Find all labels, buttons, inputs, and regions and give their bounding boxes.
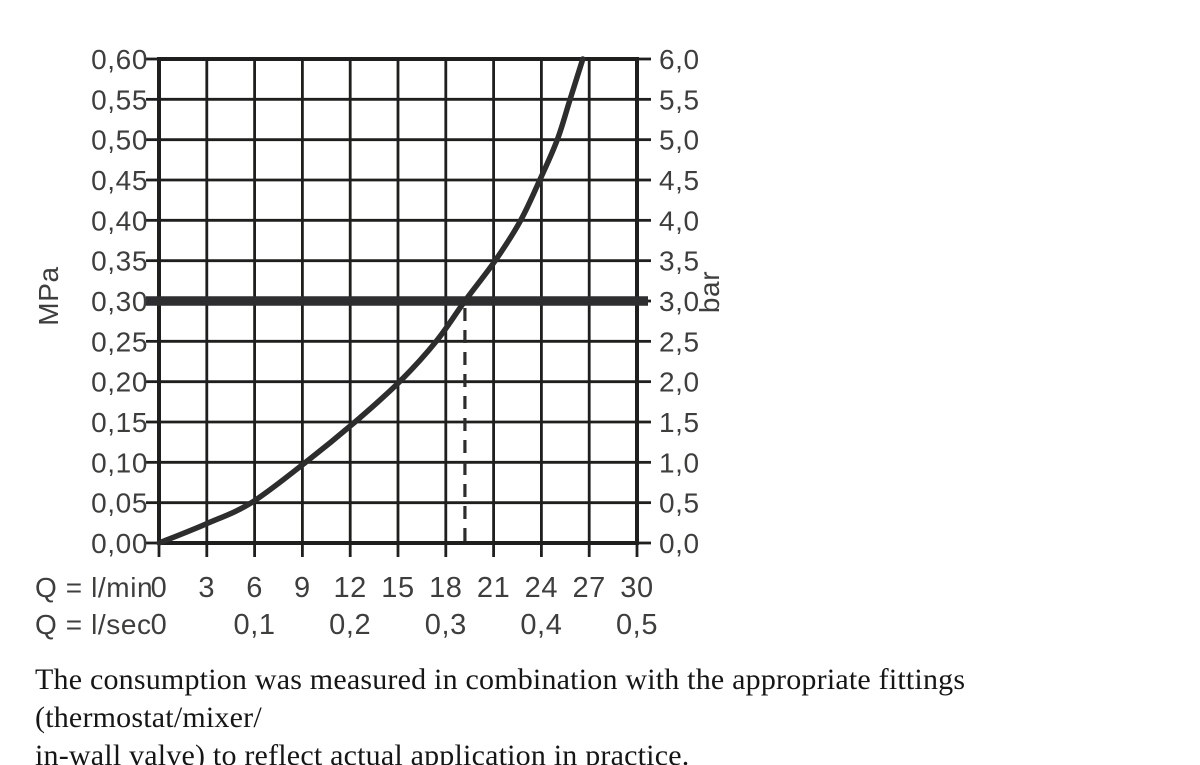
right-axis-tick-label: 0,5 <box>659 488 700 519</box>
lsec-tick-label: 0 <box>151 609 168 641</box>
right-axis-tick-label: 0,0 <box>659 528 700 559</box>
right-axis-tick-label: 3,0 <box>659 286 700 317</box>
left-axis-tick-label: 0,50 <box>91 125 148 156</box>
lmin-tick-label: 9 <box>294 572 311 604</box>
left-axis-tick-label: 0,35 <box>91 246 148 277</box>
lmin-tick-label: 30 <box>620 572 653 604</box>
lmin-tick-label: 6 <box>246 572 263 604</box>
left-axis-tick-label: 0,55 <box>91 84 148 115</box>
flow-pressure-chart: 0,000,050,100,150,200,250,300,350,400,45… <box>33 44 725 641</box>
x-axis-row1-label: Q = l/min <box>35 572 153 603</box>
right-axis-tick-label: 1,0 <box>659 447 700 478</box>
left-axis-unit-mpa: MPa <box>33 266 64 325</box>
right-axis-tick-label: 1,5 <box>659 407 700 438</box>
pressure-flow-curve <box>156 56 586 546</box>
left-axis-tick-label: 0,25 <box>91 326 148 357</box>
lsec-tick-label: 0,5 <box>616 609 658 641</box>
right-axis-unit-bar: bar <box>694 271 725 313</box>
lsec-tick-label: 0,2 <box>329 609 371 641</box>
axis-labels: 0,000,050,100,150,200,250,300,350,400,45… <box>33 44 725 641</box>
lsec-tick-label: 0,3 <box>425 609 467 641</box>
axis-ticks <box>146 57 651 557</box>
lmin-tick-label: 27 <box>572 572 605 604</box>
left-axis-tick-label: 0,00 <box>91 528 148 559</box>
lmin-tick-label: 15 <box>381 572 414 604</box>
lmin-tick-label: 21 <box>477 572 510 604</box>
lmin-tick-label: 12 <box>333 572 366 604</box>
left-axis-tick-label: 0,60 <box>91 44 148 75</box>
lmin-tick-label: 18 <box>429 572 462 604</box>
left-axis-tick-label: 0,05 <box>91 488 148 519</box>
right-axis-tick-label: 3,5 <box>659 246 700 277</box>
lmin-tick-label: 24 <box>525 572 558 604</box>
left-axis-tick-label: 0,40 <box>91 205 148 236</box>
left-axis-tick-label: 0,30 <box>91 286 148 317</box>
lmin-tick-label: 0 <box>151 572 168 604</box>
x-axis-row2-label: Q = l/sec <box>35 609 152 640</box>
right-axis-tick-label: 5,5 <box>659 84 700 115</box>
caption-line-2: in-wall valve) to reflect actual applica… <box>35 739 690 765</box>
left-axis-tick-label: 0,15 <box>91 407 148 438</box>
right-axis-tick-label: 4,5 <box>659 165 700 196</box>
left-axis-tick-label: 0,45 <box>91 165 148 196</box>
right-axis-tick-label: 4,0 <box>659 205 700 236</box>
left-axis-tick-label: 0,10 <box>91 447 148 478</box>
lsec-tick-label: 0,4 <box>520 609 562 641</box>
right-axis-tick-label: 6,0 <box>659 44 700 75</box>
lmin-tick-label: 3 <box>198 572 215 604</box>
right-axis-tick-label: 2,0 <box>659 367 700 398</box>
lsec-tick-label: 0,1 <box>234 609 276 641</box>
caption: The consumption was measured in combinat… <box>35 661 1185 765</box>
caption-line-1: The consumption was measured in combinat… <box>35 663 966 734</box>
right-axis-tick-label: 5,0 <box>659 125 700 156</box>
left-axis-tick-label: 0,20 <box>91 367 148 398</box>
right-axis-tick-label: 2,5 <box>659 326 700 357</box>
